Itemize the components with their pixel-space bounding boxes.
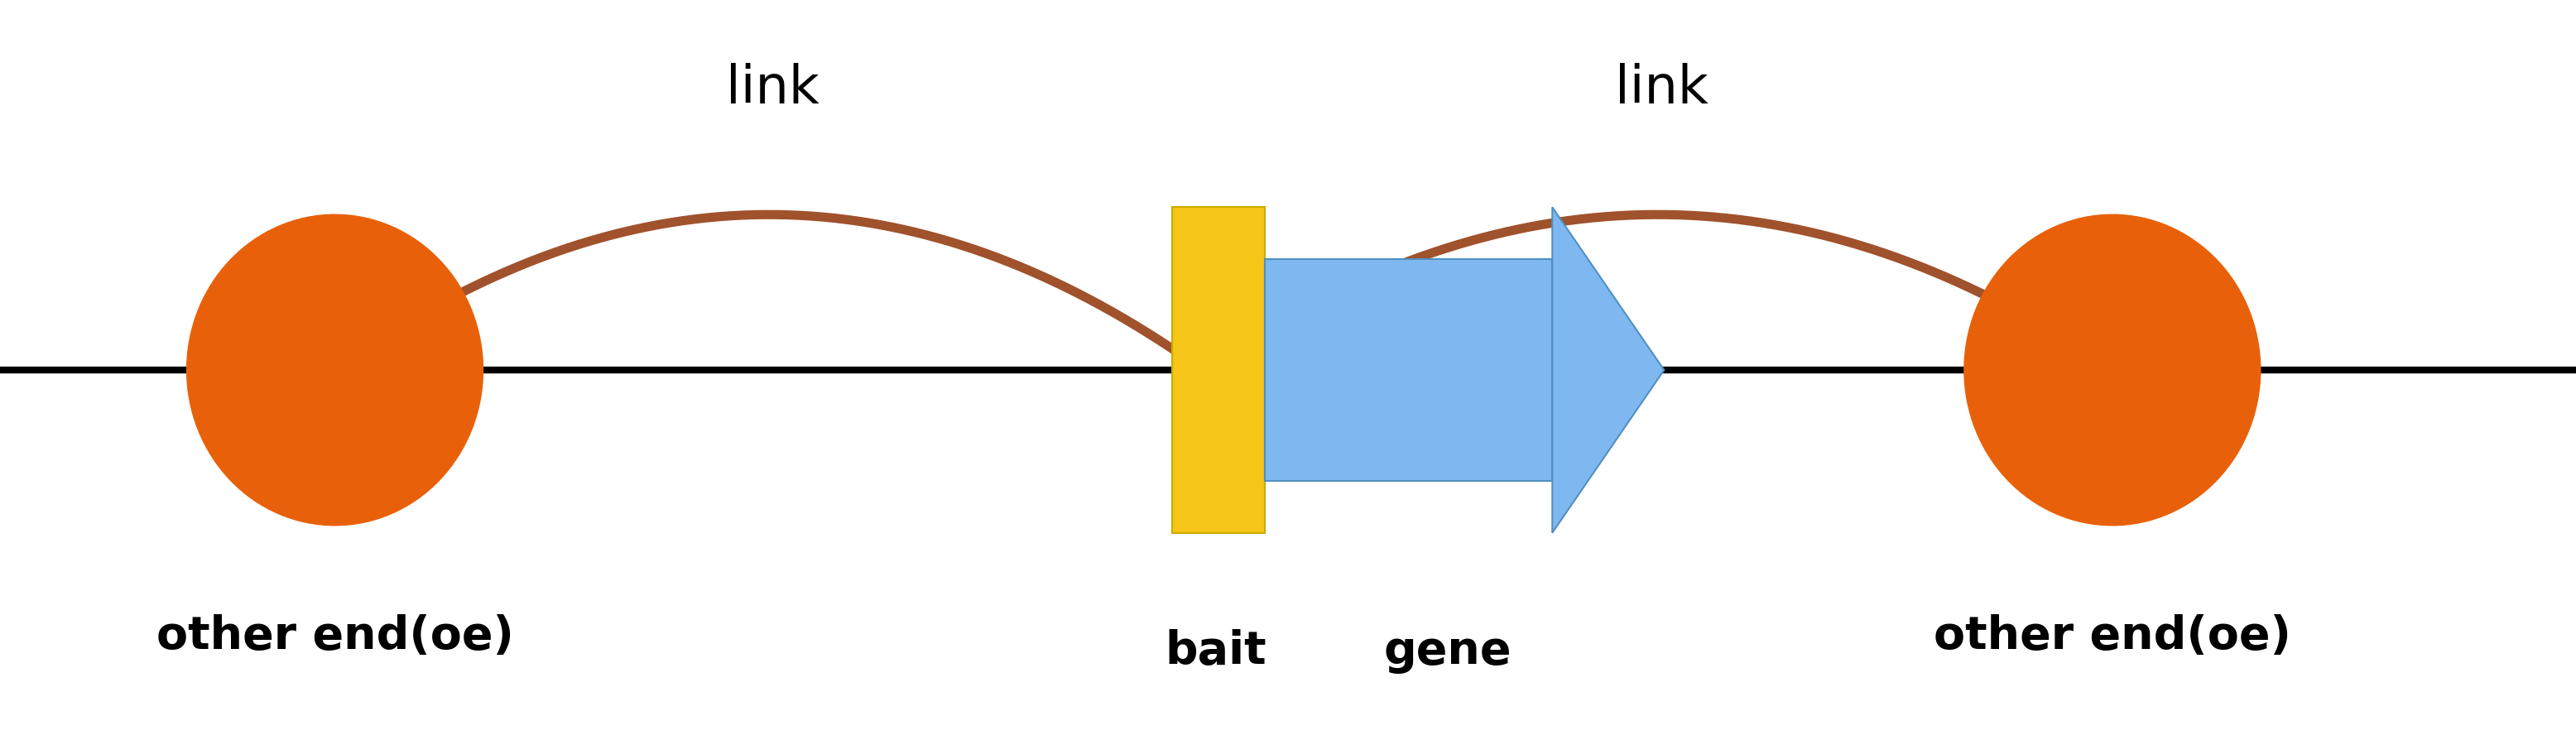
Bar — [1265, 259, 1553, 481]
Bar — [1172, 207, 1265, 533]
Ellipse shape — [1963, 215, 2259, 525]
Text: bait: bait — [1164, 629, 1267, 673]
Text: other end(oe): other end(oe) — [157, 614, 513, 659]
Text: other end(oe): other end(oe) — [1935, 614, 2290, 659]
Ellipse shape — [188, 215, 484, 525]
Text: link: link — [726, 63, 819, 115]
Text: gene: gene — [1383, 629, 1512, 673]
Text: link: link — [1615, 63, 1708, 115]
Polygon shape — [1553, 207, 1664, 533]
